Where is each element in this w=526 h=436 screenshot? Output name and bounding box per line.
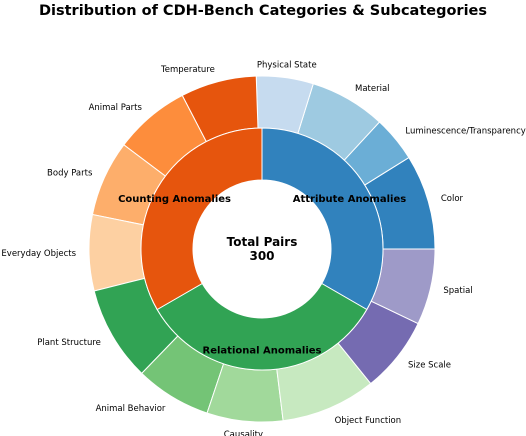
inner-label-attribute-anomalies: Attribute Anomalies — [293, 194, 407, 205]
inner-label-relational-anomalies: Relational Anomalies — [203, 346, 322, 357]
outer-label-plant-structure: Plant Structure — [37, 338, 101, 348]
inner-slice-counting-anomalies — [140, 127, 263, 311]
outer-label-temperature: Temperature — [160, 65, 215, 75]
outer-label-animal-parts: Animal Parts — [89, 103, 143, 113]
outer-label-everyday-objects: Everyday Objects — [1, 249, 76, 259]
inner-slice-attribute-anomalies — [261, 127, 384, 311]
outer-labels: Color Luminescence/Transparency Material Ph… — [1, 61, 525, 436]
outer-slice-everyday-objects — [88, 213, 146, 292]
outer-label-spatial: Spatial — [443, 286, 472, 296]
center-label: Total Pairs — [227, 235, 298, 249]
inner-slice-relational-anomalies — [156, 282, 368, 371]
outer-label-body-parts: Body Parts — [47, 169, 93, 179]
inner-labels: Attribute Anomalies Relational Anomalies C… — [118, 194, 406, 357]
outer-label-color: Color — [441, 194, 464, 204]
outer-label-causality: Causality — [224, 430, 263, 436]
outer-label-animal-behavior: Animal Behavior — [96, 404, 166, 414]
outer-label-size-scale: Size Scale — [408, 360, 451, 370]
outer-label-object-function: Object Function — [335, 416, 402, 426]
inner-ring — [140, 127, 384, 371]
outer-label-luminescence-transparency: Luminescence/Transparency — [405, 127, 525, 137]
chart-title: Distribution of CDH-Bench Categories & S… — [38, 3, 488, 19]
outer-label-material: Material — [355, 84, 390, 94]
outer-label-physical-state: Physical State — [257, 61, 317, 71]
center-value: 300 — [249, 249, 274, 263]
inner-label-counting-anomalies: Counting Anomalies — [118, 194, 231, 205]
